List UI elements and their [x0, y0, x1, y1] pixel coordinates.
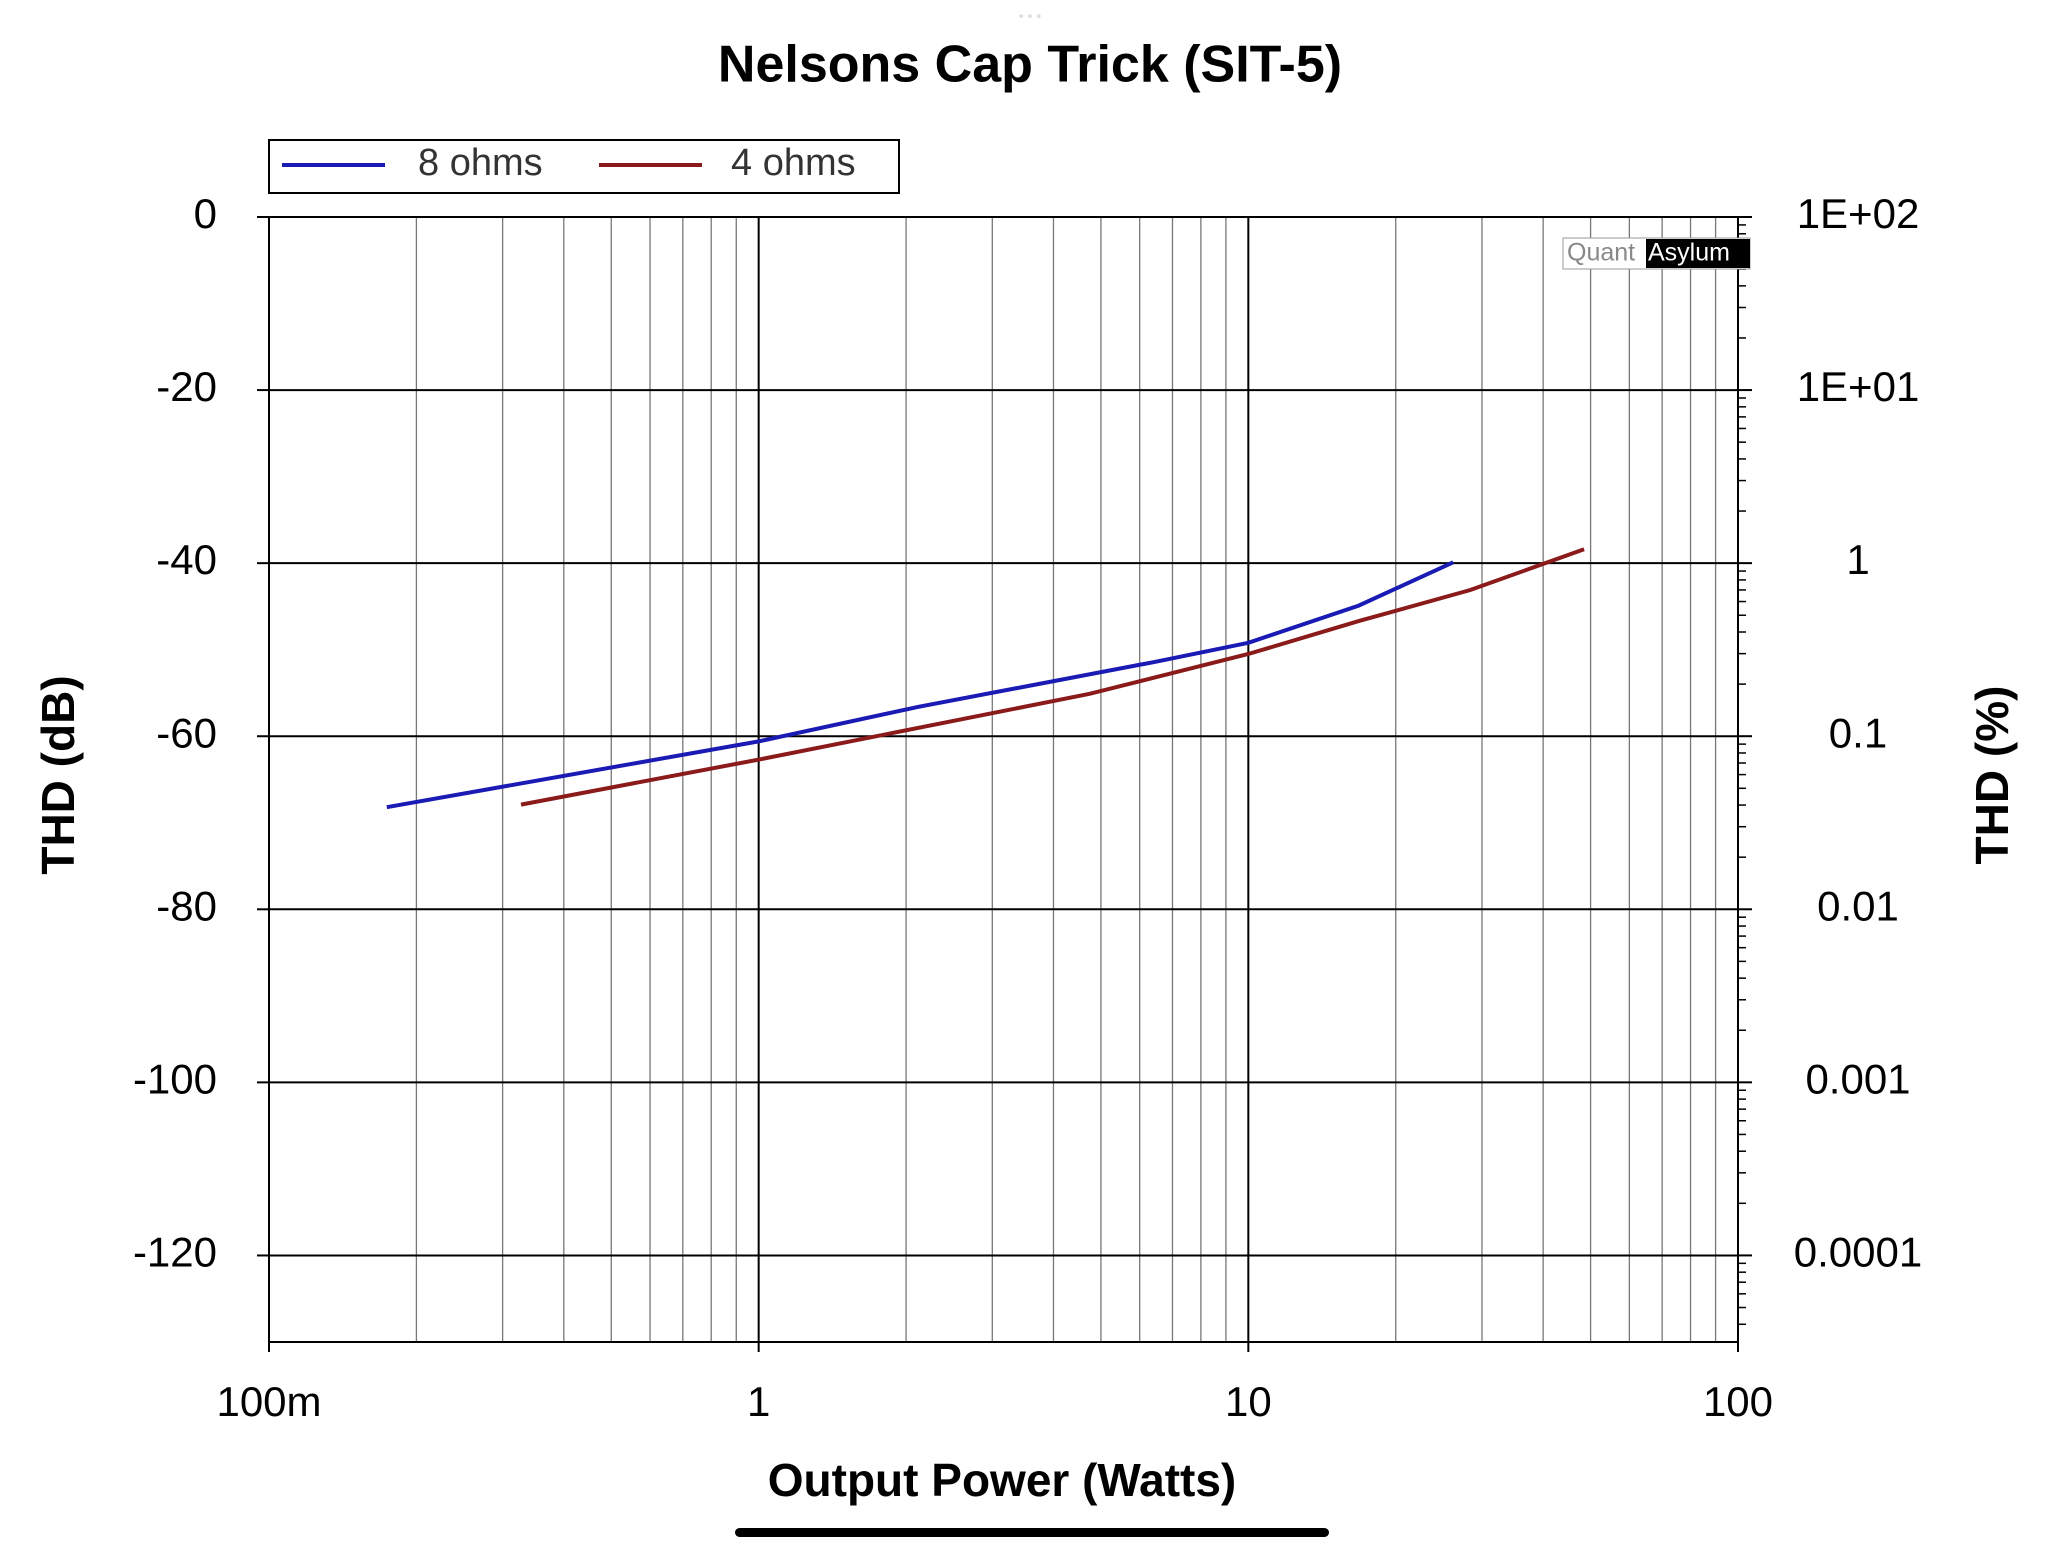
series-line	[386, 560, 1455, 810]
y-tick-label: -40	[156, 536, 217, 583]
y-tick-label: -80	[156, 882, 217, 929]
x-axis-title: Output Power (Watts)	[768, 1454, 1236, 1506]
y-tick-label: -60	[156, 709, 217, 756]
x-tick-label: 100	[1703, 1378, 1773, 1425]
legend-label: 8 ohms	[418, 142, 543, 184]
y2-tick-label: 0.001	[1805, 1055, 1910, 1102]
y2-tick-label: 0.01	[1817, 882, 1899, 929]
watermark-right: Asylum	[1648, 239, 1730, 267]
x-tick-label: 1	[747, 1378, 770, 1425]
watermark-left: Quant	[1567, 239, 1635, 267]
x-tick-label: 10	[1225, 1378, 1272, 1425]
x-tick-label: 100m	[216, 1378, 321, 1425]
chart-title: Nelsons Cap Trick (SIT-5)	[718, 36, 1342, 94]
y2-tick-label: 1E+01	[1797, 363, 1920, 410]
y2-tick-label: 0.0001	[1794, 1229, 1922, 1276]
watermark-dark	[1646, 239, 1750, 268]
plot-frame	[268, 216, 1739, 1343]
series-line	[520, 547, 1585, 807]
y2-tick-label: 1	[1846, 536, 1869, 583]
y-tick-label: -120	[133, 1229, 217, 1276]
y2-tick-label: 0.1	[1829, 709, 1887, 756]
home-indicator	[735, 1528, 1329, 1537]
watermark: Quant Asylum	[1562, 237, 1751, 270]
legend-label: 4 ohms	[731, 142, 856, 184]
y-tick-label: -100	[133, 1055, 217, 1102]
y-tick-label: 0	[194, 190, 217, 237]
y2-axis-title: THD (%)	[1966, 686, 2018, 865]
handle-dots: • • •	[1019, 8, 1042, 24]
y-tick-label: -20	[156, 363, 217, 410]
y-axis-title: THD (dB)	[32, 675, 84, 874]
y2-tick-label: 1E+02	[1797, 190, 1920, 237]
